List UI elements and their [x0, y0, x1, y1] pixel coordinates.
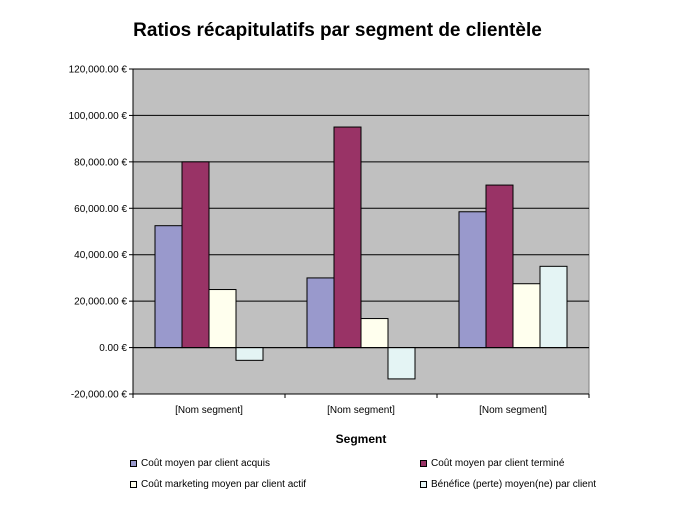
legend: Coût moyen par client acquis Coût moyen p… — [130, 458, 600, 510]
bar — [235, 347, 264, 361]
bar — [333, 126, 362, 349]
y-tick-label: 0.00 € — [99, 343, 127, 354]
bar — [512, 283, 541, 349]
bar — [360, 318, 389, 349]
y-tick-label: 80,000.00 € — [74, 157, 127, 168]
y-tick-label: 60,000.00 € — [74, 204, 127, 215]
legend-label: Coût moyen par client acquis — [141, 458, 270, 469]
y-tick-label: 20,000.00 € — [74, 297, 127, 308]
y-tick-label: -20,000.00 € — [71, 390, 128, 401]
legend-item: Coût moyen par client terminé — [420, 458, 564, 469]
legend-swatch — [420, 481, 427, 488]
legend-item: Bénéfice (perte) moyen(ne) par client — [420, 479, 596, 490]
bar — [181, 161, 210, 349]
x-tick-label: [Nom segment] — [327, 405, 395, 416]
bar — [458, 211, 487, 349]
legend-swatch — [130, 460, 137, 467]
x-tick-label: [Nom segment] — [175, 405, 243, 416]
x-tick-label: [Nom segment] — [479, 405, 547, 416]
legend-item: Coût marketing moyen par client actif — [130, 479, 306, 490]
chart-title: Ratios récapitulatifs par segment de cli… — [133, 20, 542, 41]
y-tick-label: 120,000.00 € — [69, 65, 128, 76]
legend-item: Coût moyen par client acquis — [130, 458, 270, 469]
legend-label: Bénéfice (perte) moyen(ne) par client — [431, 479, 597, 490]
legend-swatch — [130, 481, 137, 488]
x-axis-title: Segment — [335, 432, 387, 446]
y-tick-label: 40,000.00 € — [74, 250, 127, 261]
bar — [154, 225, 183, 349]
bar — [306, 277, 335, 349]
legend-label: Coût marketing moyen par client actif — [141, 479, 307, 490]
bar — [208, 289, 237, 349]
legend-label: Coût moyen par client terminé — [431, 458, 565, 469]
bar — [539, 265, 568, 349]
bar — [485, 184, 514, 349]
legend-swatch — [420, 460, 427, 467]
bar — [387, 347, 416, 380]
y-tick-label: 100,000.00 € — [69, 111, 128, 122]
